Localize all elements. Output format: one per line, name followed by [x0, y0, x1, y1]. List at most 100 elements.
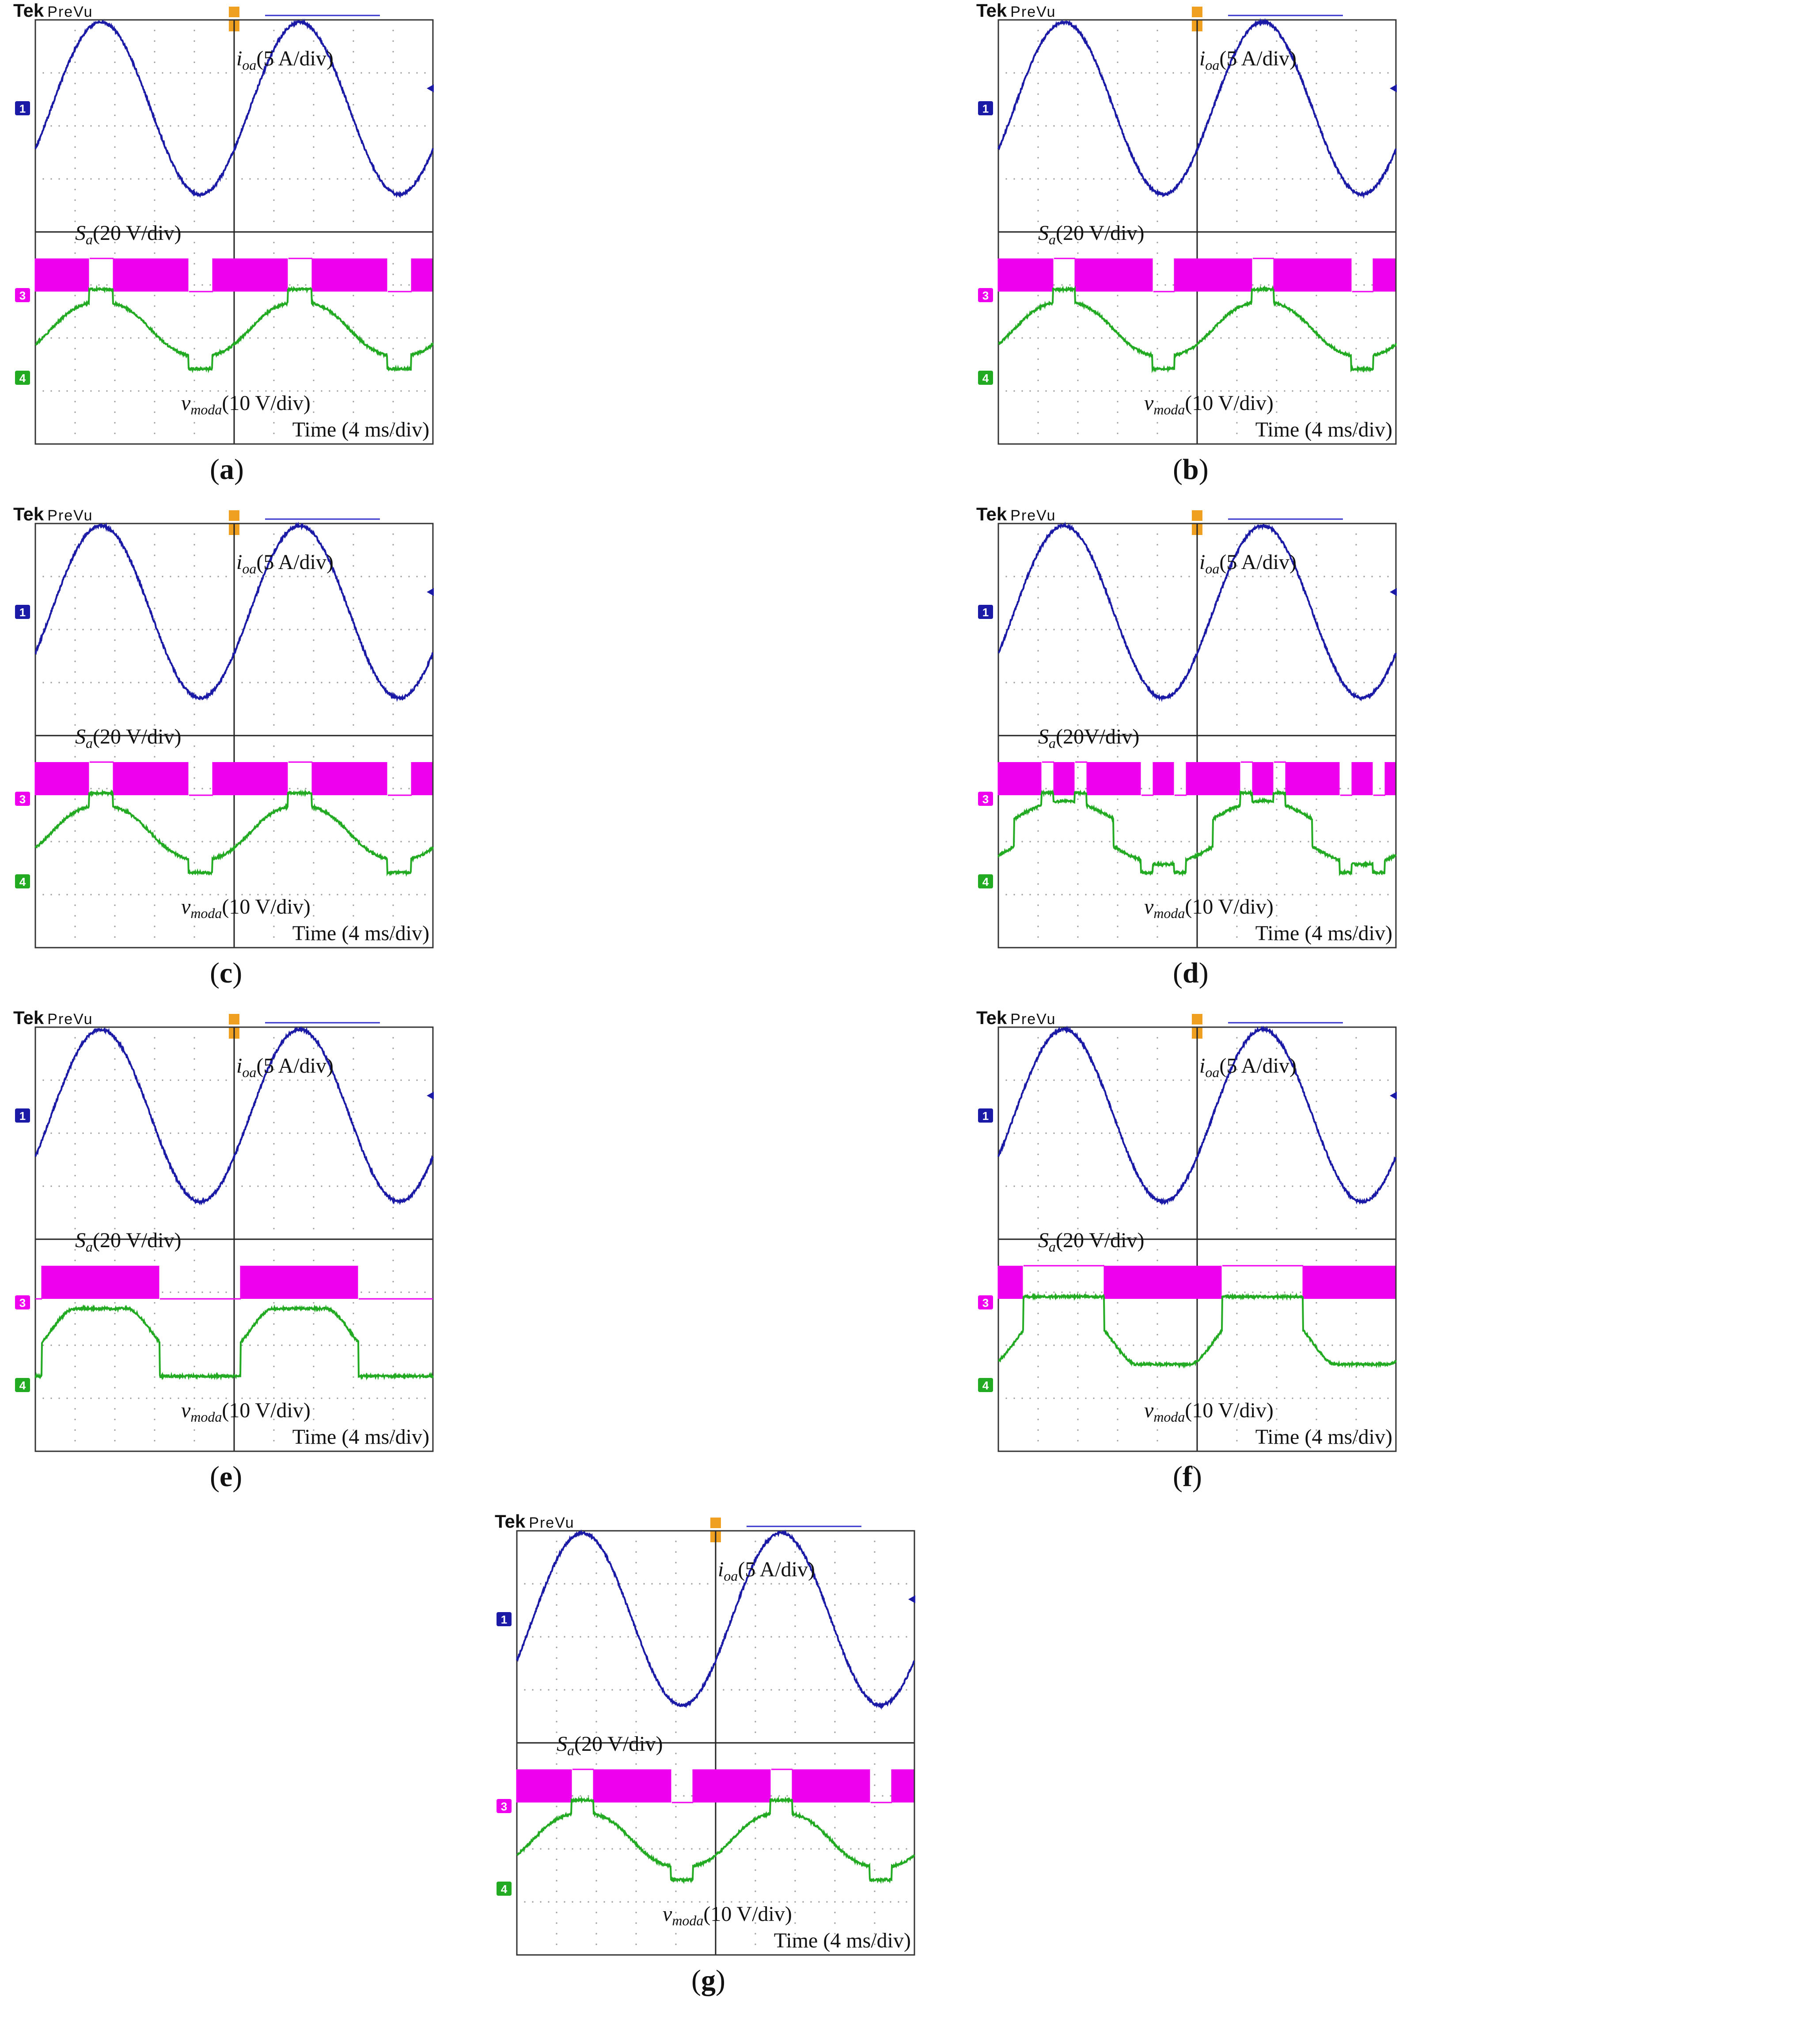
grid-dot	[114, 1069, 116, 1070]
grid-dot	[273, 305, 275, 307]
grid-dot	[1316, 358, 1317, 360]
grid-dot	[1156, 639, 1158, 641]
grid-dot	[273, 926, 275, 927]
grid-dot	[114, 660, 116, 662]
grid-dot	[1156, 337, 1158, 339]
grid-dot	[329, 1132, 330, 1134]
trigger-icon	[1192, 510, 1202, 521]
grid-dot	[1077, 146, 1079, 148]
grid-dot	[1156, 629, 1158, 630]
grid-dot	[305, 1132, 307, 1134]
grid-dot	[360, 72, 362, 74]
grid-dot	[1045, 682, 1047, 683]
grid-dot	[1037, 72, 1039, 74]
grid-dot	[1117, 1228, 1119, 1230]
grid-dot	[257, 841, 259, 842]
grid-dot	[1276, 798, 1278, 800]
grid-dot	[193, 1175, 195, 1176]
grid-dot	[1156, 533, 1158, 535]
grid-dot	[1188, 841, 1190, 842]
grid-dot	[313, 104, 315, 106]
grid-dot	[1379, 125, 1381, 127]
grid-dot	[241, 682, 243, 683]
grid-dot	[1037, 904, 1039, 906]
grid-dot	[1236, 883, 1238, 885]
grid-dot	[1021, 629, 1023, 630]
grid-dot	[74, 1090, 76, 1092]
grid-dot	[313, 379, 315, 381]
grid-dot	[114, 1376, 116, 1378]
grid-dot	[114, 104, 116, 106]
grid-dot	[146, 1079, 148, 1081]
grid-dot	[392, 703, 394, 705]
grid-dot	[392, 1440, 394, 1442]
grid-dot	[1164, 125, 1166, 127]
grid-dot	[1244, 125, 1246, 127]
grid-dot	[193, 798, 195, 800]
grid-dot	[209, 178, 211, 180]
grid-dot	[154, 798, 155, 800]
grid-dot	[313, 422, 315, 424]
grid-dot	[257, 1185, 259, 1187]
grid-dot	[201, 894, 203, 896]
grid-dot	[273, 1323, 275, 1325]
grid-dot	[130, 1185, 132, 1187]
grid-dot	[1037, 873, 1039, 874]
grid-dot	[138, 1185, 140, 1187]
grid-dot	[281, 1344, 283, 1346]
grid-dot	[1117, 724, 1119, 726]
grid-dot	[329, 390, 330, 392]
grid-dot	[1292, 682, 1293, 683]
grid-dot	[1323, 125, 1325, 127]
grid-dot	[130, 178, 132, 180]
grid-dot	[1236, 178, 1238, 180]
grid-dot	[74, 1207, 76, 1208]
grid-dot	[313, 178, 315, 180]
grid-dot	[1300, 337, 1301, 339]
grid-dot	[1371, 894, 1373, 896]
grid-dot	[313, 316, 315, 318]
grid-dot	[1355, 189, 1357, 190]
grid-dot	[178, 1079, 179, 1081]
grid-dot	[114, 703, 116, 705]
grid-dot	[313, 915, 315, 917]
grid-dot	[1156, 851, 1158, 853]
grid-dot	[1212, 629, 1214, 630]
grid-dot	[1355, 629, 1357, 630]
current-subscript: oa	[242, 57, 257, 73]
grid-dot	[273, 724, 275, 726]
grid-dot	[1268, 894, 1270, 896]
grid-dot	[313, 1185, 315, 1187]
grid-dot	[1045, 788, 1047, 789]
grid-dot	[1037, 316, 1039, 318]
grid-dot	[392, 565, 394, 567]
grid-dot	[162, 629, 163, 630]
grid-dot	[297, 894, 299, 896]
grid-dot	[154, 433, 155, 434]
grid-dot	[257, 894, 259, 896]
grid-dot	[329, 1344, 330, 1346]
grid-dot	[1156, 618, 1158, 620]
grid-dot	[193, 358, 195, 360]
grid-dot	[297, 284, 299, 286]
grid-dot	[82, 1344, 84, 1346]
grid-dot	[66, 1079, 68, 1081]
grid-dot	[1236, 433, 1238, 434]
grid-dot	[193, 862, 195, 864]
grid-dot	[408, 125, 410, 127]
grid-dot	[273, 358, 275, 360]
grid-dot	[1077, 1069, 1079, 1070]
trigger-icon	[229, 7, 239, 17]
grid-dot	[249, 1079, 251, 1081]
grid-dot	[114, 1355, 116, 1357]
grid-dot	[273, 189, 275, 190]
grid-dot	[1156, 390, 1158, 392]
grid-dot	[1149, 894, 1150, 896]
grid-dot	[384, 894, 386, 896]
grid-dot	[1379, 841, 1381, 842]
grid-dot	[1077, 1313, 1079, 1314]
grid-dot	[1236, 379, 1238, 381]
grid-dot	[1339, 390, 1341, 392]
grid-dot	[138, 125, 140, 127]
grid-dot	[178, 576, 179, 577]
